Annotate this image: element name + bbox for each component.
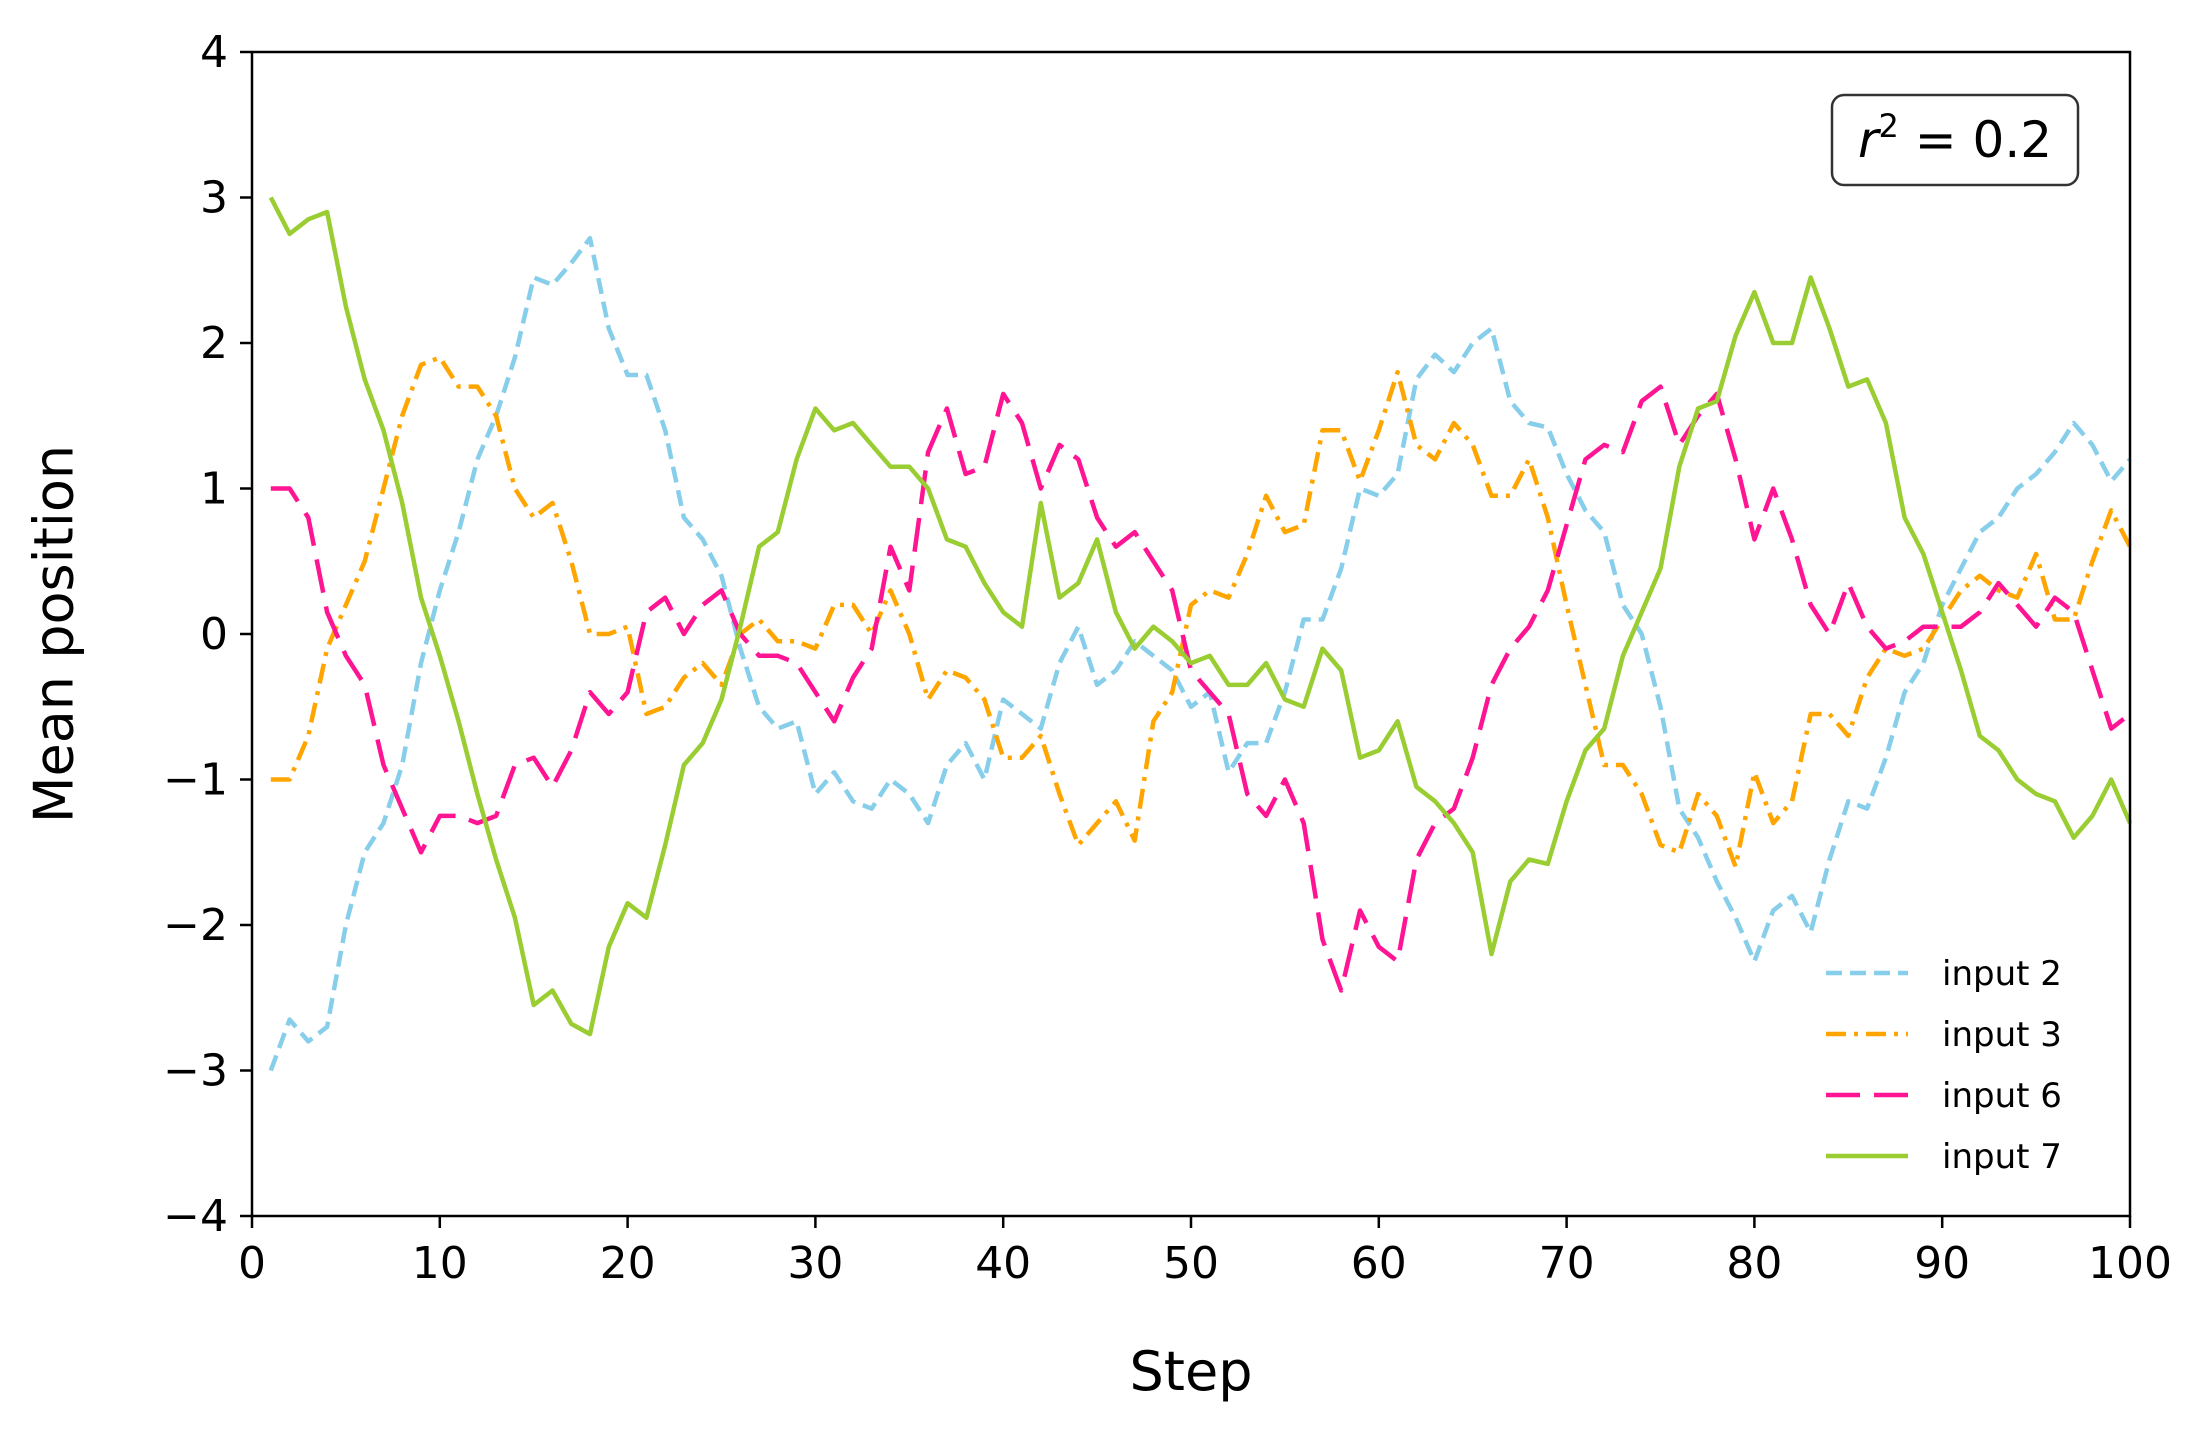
y-tick-label: 2 — [200, 318, 228, 369]
annotation-box — [1830, 93, 2080, 187]
annotation-value: = 0.2 — [1899, 111, 2052, 169]
y-axis: 4 3 2 1 0 −1 −2 −3 −4 — [163, 27, 252, 1242]
y-tick-label: −3 — [163, 1046, 228, 1097]
annotation-text: r2 = 0.2 — [1858, 107, 2052, 169]
y-tick-label: −4 — [163, 1191, 228, 1242]
series-line-1 — [268, 235, 2132, 1072]
y-tick-label: −1 — [163, 755, 228, 806]
x-tick-label: 0 — [238, 1238, 266, 1289]
y-tick-label: −2 — [163, 900, 228, 951]
x-tick-label: 30 — [787, 1238, 843, 1289]
y-tick-label: 3 — [200, 173, 228, 224]
legend-label-2: input 3 — [1942, 1015, 2062, 1055]
x-tick-label: 60 — [1351, 1238, 1407, 1289]
series-line-4 — [268, 196, 2133, 1037]
y-tick-label: 0 — [200, 609, 228, 660]
x-tick-label: 20 — [600, 1238, 656, 1289]
x-tick-label: 40 — [975, 1238, 1031, 1289]
x-tick-label: 10 — [412, 1238, 468, 1289]
x-tick-label: 70 — [1539, 1238, 1595, 1289]
x-axis-label: Step — [1130, 1340, 1253, 1403]
series-line-2 — [270, 355, 2132, 870]
x-tick-label: 100 — [2088, 1238, 2172, 1289]
annotation-symbol: r — [1858, 111, 1882, 169]
series-line-3 — [270, 384, 2132, 993]
legend-label-3: input 6 — [1942, 1076, 2062, 1116]
x-tick-label: 80 — [1726, 1238, 1782, 1289]
y-tick-label: 4 — [200, 27, 228, 78]
legend-label-1: input 2 — [1942, 954, 2062, 994]
series-layer — [268, 196, 2133, 1072]
x-axis: 0 10 20 30 40 50 60 70 80 90 100 — [238, 1216, 2172, 1289]
legend-label-4: input 7 — [1942, 1137, 2062, 1177]
x-tick-label: 50 — [1163, 1238, 1219, 1289]
annotation-superscript: 2 — [1879, 107, 1899, 145]
r-squared-annotation: r2 = 0.2 — [1830, 93, 2080, 187]
x-tick-label: 90 — [1914, 1238, 1970, 1289]
legend: input 2 input 3 input 6 input 7 — [1826, 954, 2062, 1177]
y-tick-label: 1 — [200, 464, 228, 515]
y-axis-label: Mean position — [23, 445, 86, 823]
